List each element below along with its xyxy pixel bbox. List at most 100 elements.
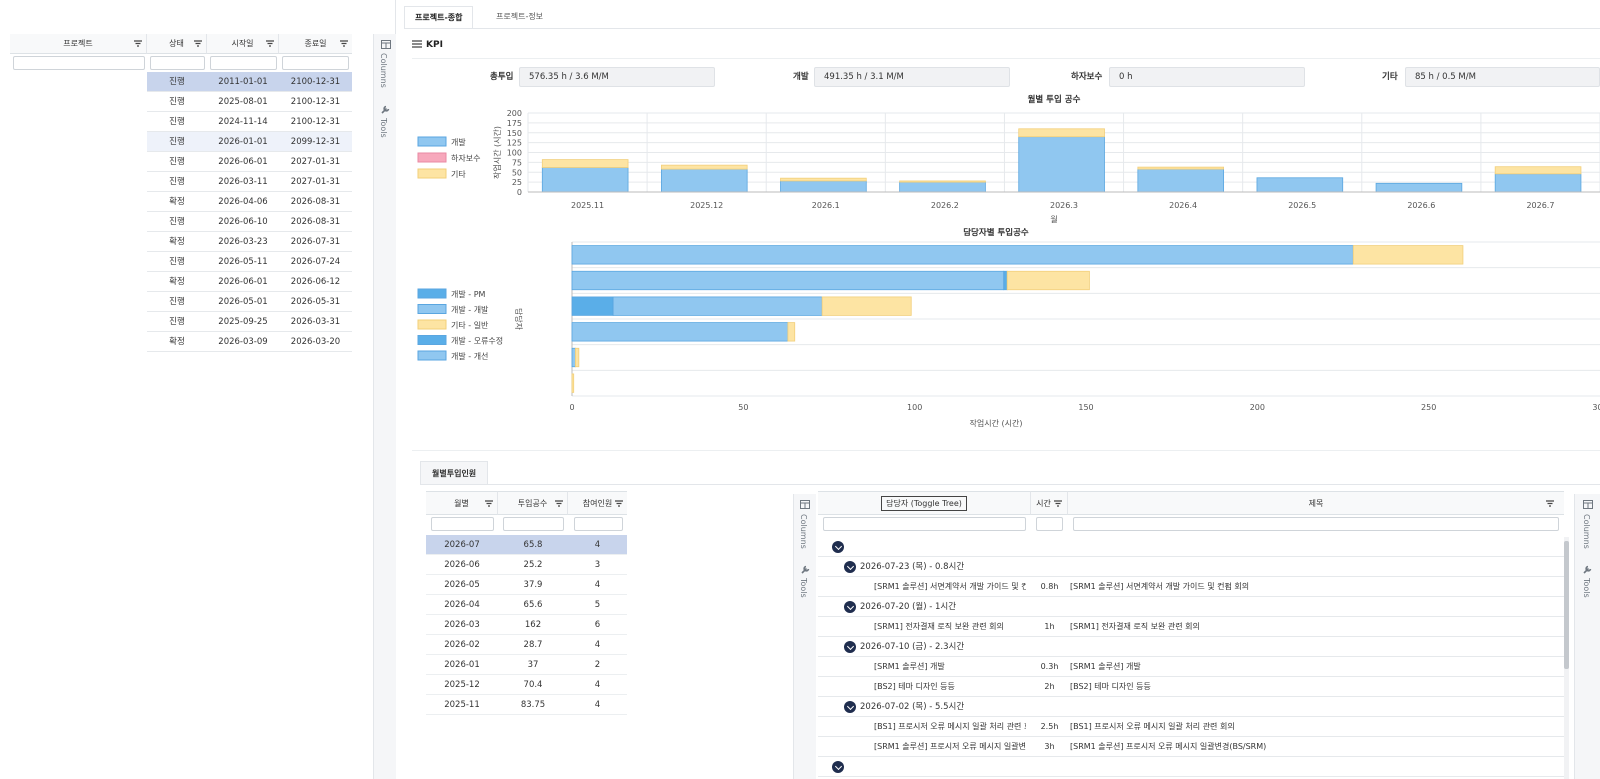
table-row[interactable]: 2026-01 37 2 (426, 655, 627, 675)
filter-icon[interactable] (485, 500, 493, 507)
filter-icon[interactable] (266, 40, 274, 47)
bar-개발[interactable] (1256, 177, 1344, 193)
columns-tab[interactable]: Columns (799, 514, 808, 549)
bar-개발[interactable] (899, 181, 986, 193)
bar-개발 - PM[interactable] (571, 296, 614, 316)
table-row[interactable]: 진행 2026-05-11 2026-07-24 (147, 252, 352, 272)
table-row[interactable]: 진행 2026-03-11 2027-01-31 (147, 172, 352, 192)
legend-label[interactable]: 기타 (451, 170, 466, 179)
col-header-project[interactable]: 프로젝트 (10, 34, 147, 54)
bar-기타 - 일반[interactable] (821, 296, 912, 316)
bar-기타[interactable] (1137, 166, 1225, 170)
tree-row[interactable]: 2026-07-23 (목) - 0.8시간 (818, 557, 1564, 577)
filter-input-project[interactable] (13, 56, 145, 70)
table-row[interactable]: 2026-04 65.6 5 (426, 595, 627, 615)
tab-monthly-people[interactable]: 월별투입인원 (420, 461, 489, 485)
bar-개발 - 오류수정[interactable] (1003, 270, 1008, 291)
tools-tab[interactable]: Tools (379, 118, 388, 138)
tab-project-summary[interactable]: 프로젝트-종합 (404, 6, 474, 28)
columns-tab[interactable]: Columns (1582, 514, 1591, 549)
bar-기타 - 일반[interactable] (1352, 245, 1464, 265)
filter-input-start[interactable] (210, 56, 277, 70)
table-row[interactable]: 진행 2025-09-25 2026-03-31 (147, 312, 352, 332)
filter-input-time[interactable] (1036, 517, 1063, 531)
bar-기타[interactable] (541, 159, 629, 168)
table-row[interactable]: 2026-02 28.7 4 (426, 635, 627, 655)
filter-input-owner[interactable] (823, 517, 1026, 531)
table-row[interactable]: 진행 2024-11-14 2100-12-31 (147, 112, 352, 132)
tree-row[interactable]: [BS1] 프로시저 오류 메시지 일괄 처리 관련 회의 2.5h [BS1] 프… (818, 717, 1564, 737)
tree-scrollbar-thumb[interactable] (1564, 541, 1569, 669)
bar-기타 - 일반[interactable] (571, 373, 575, 393)
table-row[interactable]: 2026-03 162 6 (426, 615, 627, 635)
table-row[interactable]: 확정 2026-03-09 2026-03-20 (147, 332, 352, 352)
tree-row[interactable]: [SRM1 솔루션] 개발 0.3h [SRM1 솔루션] 개발 (818, 657, 1564, 677)
table-row[interactable]: 확정 2026-06-01 2026-06-12 (147, 272, 352, 292)
legend-label[interactable]: 하자보수 (451, 153, 480, 163)
bar-개발[interactable] (780, 180, 867, 193)
legend-swatch[interactable] (417, 350, 447, 361)
legend-label[interactable]: 기타 - 일반 (451, 321, 489, 330)
chevron-down-icon[interactable] (832, 761, 844, 773)
filter-input-title[interactable] (1073, 517, 1559, 531)
tree-row[interactable]: 2026-07-02 (목) - 5.5시간 (818, 697, 1564, 717)
bar-기타 - 일반[interactable] (575, 347, 580, 368)
bar-개발 - 개발[interactable] (571, 270, 1005, 291)
legend-swatch[interactable] (417, 304, 447, 314)
legend-swatch[interactable] (417, 152, 447, 163)
bar-개발[interactable] (1375, 182, 1463, 193)
bar-개발[interactable] (1018, 136, 1105, 193)
tree-row[interactable]: [SRM1 솔루션] 서면계약서 개발 가이드 및 컨펌 0.8h [SRM1 솔루… (818, 577, 1564, 597)
table-row[interactable]: 진행 2026-05-01 2026-05-31 (147, 292, 352, 312)
legend-swatch[interactable] (417, 335, 447, 345)
legend-label[interactable]: 개발 - PM (451, 289, 486, 299)
col-header-owner[interactable]: 담당자 (Toggle Tree) (818, 491, 1031, 515)
columns-icon[interactable] (381, 40, 391, 49)
filter-icon[interactable] (615, 500, 623, 507)
bar-기타[interactable] (661, 164, 748, 170)
tree-row[interactable]: [SRM1 솔루션] 프로시저 오류 메시지 일괄변경 3h [SRM1 솔루션] … (818, 737, 1564, 757)
table-row[interactable]: 진행 2026-06-01 2027-01-31 (147, 152, 352, 172)
columns-icon[interactable] (1583, 500, 1593, 509)
filter-input-hours[interactable] (503, 517, 564, 531)
legend-label[interactable]: 개발 - 개선 (451, 351, 488, 361)
toggle-tree-button[interactable]: 담당자 (Toggle Tree) (881, 495, 967, 511)
filter-icon[interactable] (555, 500, 563, 507)
bar-기타[interactable] (1018, 128, 1105, 138)
tools-tab[interactable]: Tools (799, 578, 808, 598)
legend-swatch[interactable] (417, 136, 447, 147)
wrench-icon[interactable] (380, 104, 391, 115)
table-row[interactable]: 2026-06 25.2 3 (426, 555, 627, 575)
tree-row[interactable]: [SRM1] 전자결재 로직 보완 관련 회의 1h [SRM1] 전자결재 로직 … (818, 617, 1564, 637)
chevron-down-icon[interactable] (844, 641, 856, 653)
chevron-down-icon[interactable] (832, 541, 844, 553)
table-row[interactable]: 2026-05 37.9 4 (426, 575, 627, 595)
legend-swatch[interactable] (417, 168, 447, 179)
bar-기타 - 일반[interactable] (787, 322, 796, 342)
tab-project-info[interactable]: 프로젝트-정보 (496, 12, 544, 21)
columns-tab[interactable]: Columns (379, 53, 388, 88)
filter-icon[interactable] (340, 40, 348, 47)
legend-swatch[interactable] (417, 288, 447, 299)
bar-기타[interactable] (780, 177, 867, 182)
legend-label[interactable]: 개발 - 개발 (451, 305, 489, 315)
filter-input-end[interactable] (282, 56, 349, 70)
table-row[interactable]: 진행 2011-01-01 2100-12-31 (147, 72, 352, 92)
tree-row[interactable] (818, 537, 1564, 557)
filter-input-people[interactable] (574, 517, 623, 531)
tree-row[interactable] (818, 757, 1564, 777)
tree-row[interactable]: [BS2] 테마 디자인 등등 2h [BS2] 테마 디자인 등등 (818, 677, 1564, 697)
chevron-down-icon[interactable] (844, 561, 856, 573)
wrench-icon[interactable] (1582, 564, 1593, 575)
legend-label[interactable]: 개발 - 오류수정 (451, 336, 503, 346)
bar-개발 - 개발[interactable] (612, 296, 823, 316)
bar-기타[interactable] (1494, 166, 1582, 175)
legend-swatch[interactable] (417, 319, 447, 330)
columns-icon[interactable] (800, 500, 810, 509)
tools-tab[interactable]: Tools (1582, 578, 1591, 598)
filter-icon[interactable] (134, 40, 142, 47)
table-row[interactable]: 2026-07 65.8 4 (426, 535, 627, 555)
table-row[interactable]: 확정 2026-04-06 2026-08-31 (147, 192, 352, 212)
tree-row[interactable]: 2026-07-20 (월) - 1시간 (818, 597, 1564, 617)
bar-개발[interactable] (1494, 173, 1582, 193)
